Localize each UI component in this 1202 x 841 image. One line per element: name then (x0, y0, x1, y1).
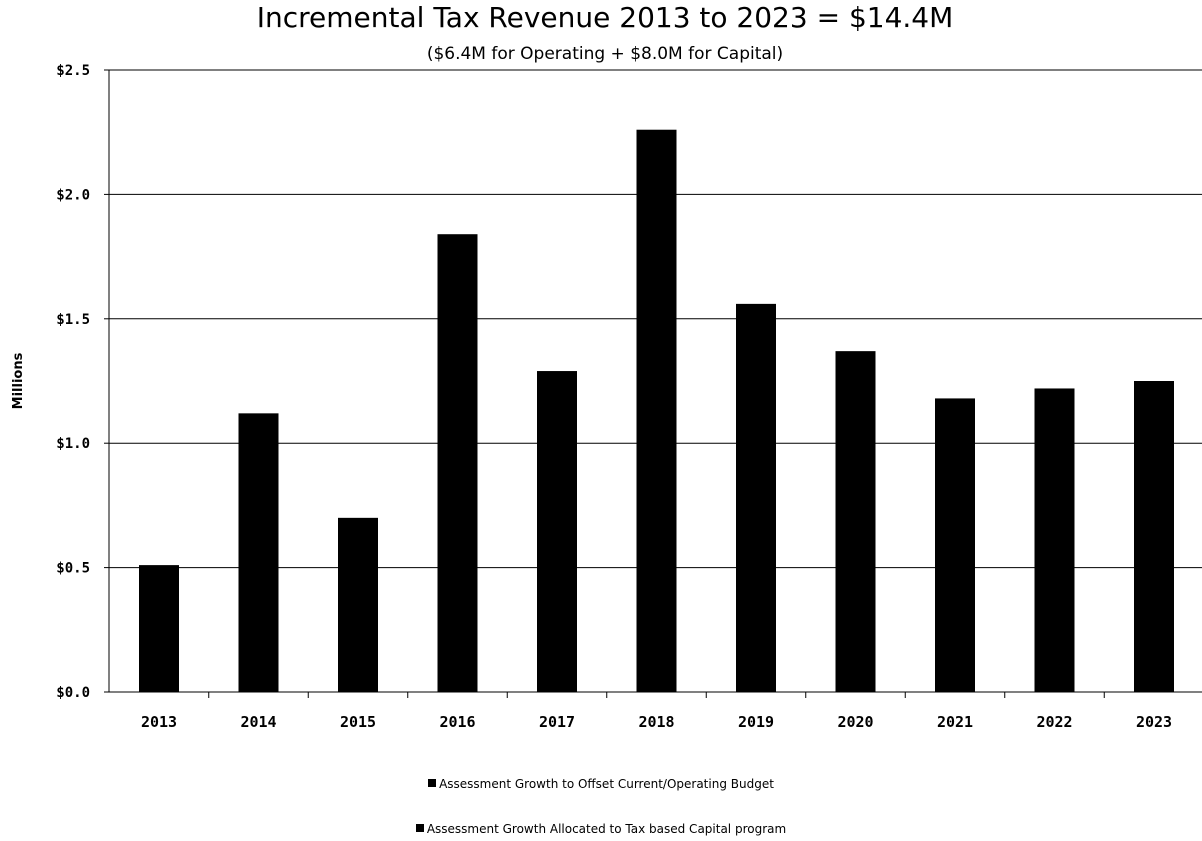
bar-2018 (636, 129, 677, 692)
bars (139, 129, 1174, 698)
x-tick-label-2021: 2021 (937, 713, 973, 731)
bar-2014 (238, 413, 279, 692)
y-tick-labels: $0.0 $0.5 $1.0 $1.5 $2.0 $2.5 (56, 63, 90, 701)
x-tick-label-2014: 2014 (240, 713, 276, 731)
x-tick-label-2016: 2016 (439, 713, 475, 731)
x-tick-label-2013: 2013 (141, 713, 177, 731)
legend-entry: Assessment Growth Allocated to Tax based… (0, 822, 1202, 836)
x-tick-label-2022: 2022 (1036, 713, 1072, 731)
y-tick-label: $2.5 (56, 63, 90, 79)
legend-swatch (415, 824, 424, 832)
bar-2022 (1034, 388, 1075, 692)
bar-2023 (1134, 381, 1174, 692)
chart-title: Incremental Tax Revenue 2013 to 2023 = $… (256, 1, 954, 34)
bar-2019 (736, 303, 776, 692)
y-tick-label: $1.0 (56, 436, 90, 452)
x-tick-label-2023: 2023 (1136, 713, 1172, 731)
bar-2016 (437, 234, 478, 692)
bar-2015 (338, 517, 378, 692)
axes (108, 70, 1202, 693)
y-axis-label: Millions (11, 352, 26, 409)
y-tick-label: $2.0 (56, 187, 90, 203)
bar-2013 (139, 565, 179, 692)
legend-swatch (428, 779, 437, 787)
legend-label: Assessment Growth Allocated to Tax based… (426, 822, 787, 836)
x-tick-label-2015: 2015 (340, 713, 376, 731)
bar-2021 (935, 398, 975, 692)
bar-2020 (835, 351, 876, 692)
y-tick-label: $1.5 (56, 312, 90, 328)
x-tick-label-2018: 2018 (638, 713, 674, 731)
x-tick-label-2020: 2020 (837, 713, 873, 731)
chart-subtitle: ($6.4M for Operating + $8.0M for Capital… (426, 44, 784, 64)
y-tick-label: $0.5 (56, 561, 90, 577)
legend-entry: Assessment Growth to Offset Current/Oper… (0, 777, 1202, 791)
x-tick-label-2017: 2017 (539, 713, 575, 731)
x-tick-labels: 2013 2014 2015 2016 2017 2018 2019 2020 2021 2022… (141, 713, 1172, 731)
y-tick-label: $0.0 (56, 685, 90, 701)
bar-2017 (537, 371, 577, 692)
legend-label: Assessment Growth to Offset Current/Oper… (439, 777, 774, 791)
x-tick-label-2019: 2019 (738, 713, 774, 731)
